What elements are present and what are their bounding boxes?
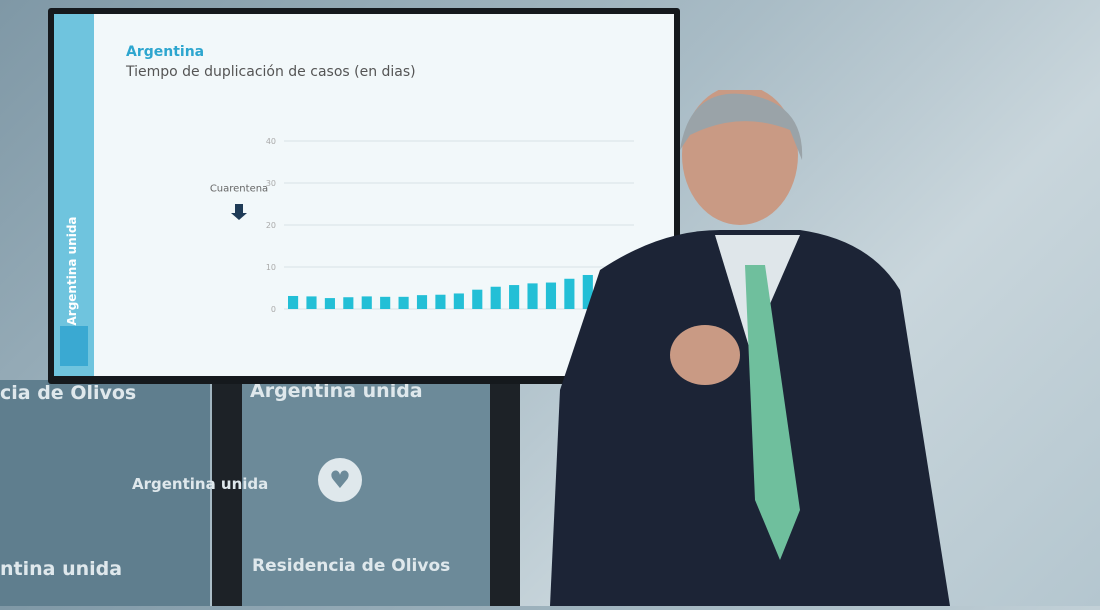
bar (490, 286, 501, 309)
tv-stand-left (212, 380, 242, 606)
backdrop-text: ntina unida (0, 558, 123, 580)
slide-sidebar: Argentina unida (54, 14, 94, 376)
bar (398, 296, 409, 309)
bar (324, 298, 335, 309)
tv-monitor: Argentina unida Argentina Tiempo de dupl… (48, 8, 680, 384)
crest-icon (60, 326, 88, 366)
arrow-down-icon (231, 204, 247, 220)
backdrop-text: Argentina unida (132, 475, 269, 493)
bar (509, 285, 520, 309)
annotation-label: Cuarentena (210, 183, 268, 194)
heart-logo-icon: ♥ (318, 458, 362, 502)
bar (380, 296, 391, 309)
y-tick-label: 10 (266, 263, 276, 272)
y-tick-label: 40 (266, 137, 276, 146)
backdrop-panel (240, 380, 490, 606)
bar (472, 289, 483, 309)
speaker (550, 90, 950, 606)
slide-title: Argentina (126, 44, 205, 60)
y-tick-label: 30 (266, 179, 276, 188)
bar (564, 278, 575, 309)
bar-chart: 0 10 20 30 40 Cuarentena (210, 137, 634, 314)
y-tick-label: 0 (271, 305, 276, 314)
slide-subtitle: Tiempo de duplicación de casos (en dias) (126, 64, 416, 80)
backdrop-text: Residencia de Olivos (252, 556, 451, 576)
bar (343, 297, 354, 309)
tv-stand-right (490, 380, 520, 606)
backdrop-text: cia de Olivos (0, 382, 137, 404)
bar (288, 295, 299, 309)
bar (527, 283, 538, 309)
y-tick-label: 20 (266, 221, 276, 230)
backdrop-text: Argentina unida (250, 380, 423, 402)
bar (361, 296, 372, 309)
bar (435, 294, 446, 309)
bar (416, 295, 428, 309)
backdrop-panel (0, 380, 210, 606)
sidebar-label: Argentina unida (65, 216, 79, 326)
bar (306, 296, 317, 309)
slide: Argentina unida Argentina Tiempo de dupl… (54, 14, 674, 376)
bar (453, 293, 464, 309)
bar (582, 274, 593, 309)
bar (545, 282, 557, 309)
